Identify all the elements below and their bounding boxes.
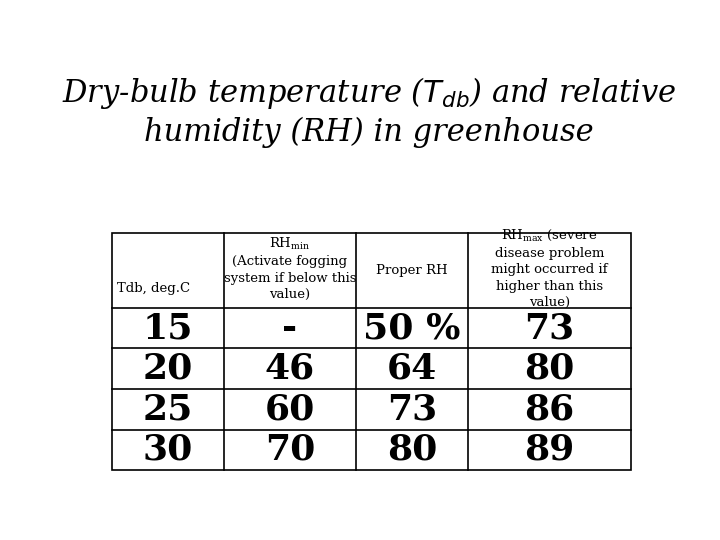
Text: 86: 86 [524, 393, 575, 426]
Text: 20: 20 [143, 352, 193, 386]
Text: 73: 73 [387, 393, 437, 426]
Text: 30: 30 [143, 433, 193, 467]
Text: Proper RH: Proper RH [376, 264, 448, 277]
Text: $\mathregular{RH_{max}}$ (severe
disease problem
might occurred if
higher than t: $\mathregular{RH_{max}}$ (severe disease… [491, 228, 608, 309]
Text: 80: 80 [387, 433, 437, 467]
Text: $\mathregular{RH_{min}}$
(Activate fogging
system if below this
value): $\mathregular{RH_{min}}$ (Activate foggi… [224, 235, 356, 301]
Text: Dry-bulb temperature ($T_{db}$) and relative
humidity (RH) in greenhouse: Dry-bulb temperature ($T_{db}$) and rela… [62, 75, 676, 148]
Text: 25: 25 [143, 393, 193, 426]
Text: 70: 70 [265, 433, 315, 467]
Text: 60: 60 [265, 393, 315, 426]
Text: 80: 80 [524, 352, 575, 386]
Text: -: - [282, 311, 297, 345]
Text: Tdb, deg.C: Tdb, deg.C [117, 282, 190, 295]
Text: 64: 64 [387, 352, 437, 386]
Text: 73: 73 [524, 311, 575, 345]
Text: 50 %: 50 % [364, 311, 461, 345]
Text: 46: 46 [265, 352, 315, 386]
Text: 15: 15 [143, 311, 194, 345]
Text: 89: 89 [524, 433, 575, 467]
